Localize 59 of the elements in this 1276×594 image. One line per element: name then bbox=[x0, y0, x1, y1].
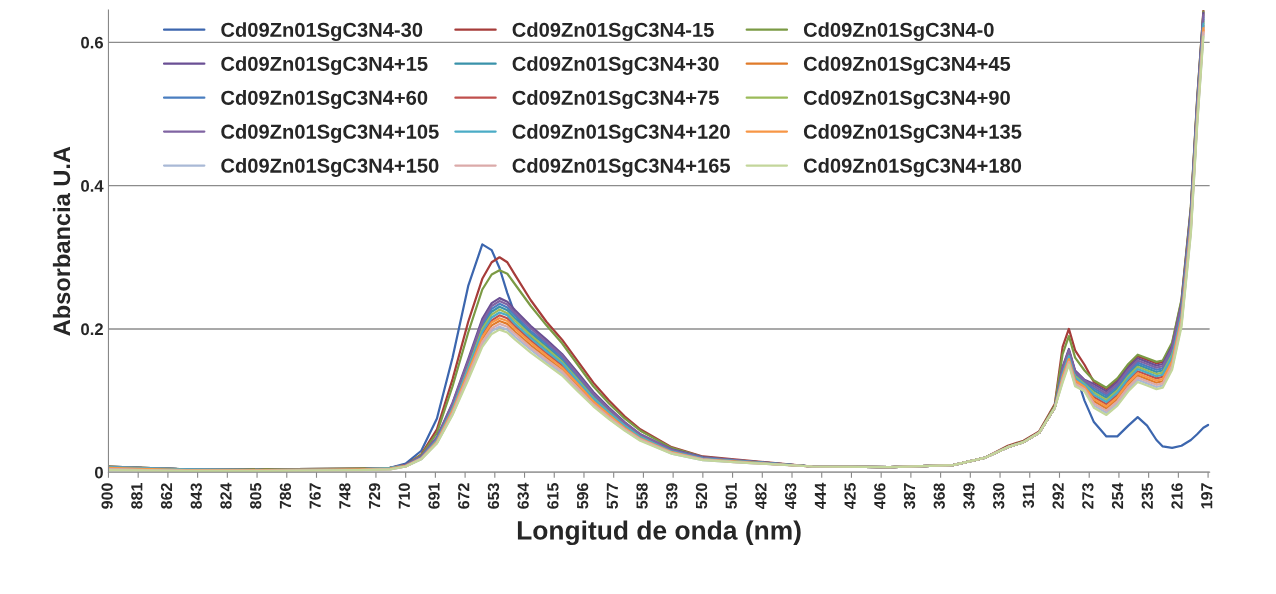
x-tick-label: 254 bbox=[1111, 482, 1124, 509]
y-tick-label: 0 bbox=[94, 466, 103, 479]
x-tick-label: 425 bbox=[844, 483, 856, 510]
legend-label: Cd09Zn01SgC3N4+120 bbox=[512, 124, 730, 143]
legend-label: Cd09Zn01SgC3N4+30 bbox=[512, 56, 719, 76]
legend-label: Cd09Zn01SgC3N4+60 bbox=[221, 90, 428, 109]
x-tick-label: 653 bbox=[487, 483, 500, 509]
y-axis-title: Absorbancia U.A bbox=[52, 146, 71, 336]
x-tick-label: 197 bbox=[1201, 483, 1213, 509]
legend-label: Cd09Zn01SgC3N4-15 bbox=[512, 22, 714, 42]
x-tick-label: 235 bbox=[1141, 483, 1153, 509]
x-tick-label: 273 bbox=[1082, 483, 1094, 509]
x-tick-label: 349 bbox=[963, 483, 975, 509]
legend-label: Cd09Zn01SgC3N4+75 bbox=[512, 90, 719, 109]
y-tick-label: 0.2 bbox=[81, 323, 103, 336]
x-tick-label: 482 bbox=[755, 483, 767, 510]
legend-label: Cd09Zn01SgC3N4+135 bbox=[803, 124, 1022, 143]
x-tick-label: 615 bbox=[547, 483, 559, 509]
x-tick-label: 539 bbox=[666, 483, 678, 509]
legend-label: Cd09Zn01SgC3N4+45 bbox=[803, 56, 1011, 76]
legend-label: Cd09Zn01SgC3N4-30 bbox=[221, 22, 423, 42]
x-tick-label: 311 bbox=[1022, 483, 1035, 509]
x-tick-label: 444 bbox=[814, 482, 826, 510]
legend-label: Cd09Zn01SgC3N4+165 bbox=[512, 158, 731, 177]
x-tick-label: 881 bbox=[131, 483, 143, 509]
x-tick-label: 368 bbox=[933, 483, 945, 509]
x-tick-label: 596 bbox=[576, 483, 589, 509]
x-tick-label: 862 bbox=[160, 483, 173, 509]
x-tick-label: 520 bbox=[695, 483, 708, 509]
y-tick-label: 0.6 bbox=[81, 36, 103, 49]
x-tick-label: 748 bbox=[339, 483, 351, 509]
x-tick-label: 729 bbox=[368, 483, 381, 509]
x-tick-label: 843 bbox=[190, 483, 202, 509]
x-tick-label: 710 bbox=[398, 483, 410, 509]
x-tick-label: 406 bbox=[874, 483, 886, 510]
x-tick-label: 786 bbox=[279, 483, 292, 509]
x-tick-label: 387 bbox=[903, 483, 916, 509]
x-tick-label: 900 bbox=[101, 483, 113, 509]
x-tick-label: 634 bbox=[517, 482, 529, 509]
legend-label: Cd09Zn01SgC3N4+90 bbox=[803, 90, 1010, 109]
x-tick-label: 691 bbox=[428, 483, 440, 509]
x-axis-title: Longitud de onda (nm) bbox=[517, 520, 801, 546]
x-tick-label: 805 bbox=[250, 483, 262, 509]
x-tick-label: 558 bbox=[636, 483, 648, 509]
x-tick-label: 767 bbox=[309, 483, 321, 509]
x-tick-label: 501 bbox=[725, 483, 737, 509]
legend-label: Cd09Zn01SgC3N4+15 bbox=[221, 56, 428, 76]
x-tick-label: 463 bbox=[784, 483, 797, 510]
x-tick-label: 330 bbox=[993, 483, 1005, 509]
legend-label: Cd09Zn01SgC3N4+150 bbox=[221, 158, 439, 177]
legend-label: Cd09Zn01SgC3N4+180 bbox=[803, 158, 1022, 177]
x-tick-label: 577 bbox=[606, 483, 618, 509]
x-tick-label: 292 bbox=[1052, 483, 1064, 509]
legend-label: Cd09Zn01SgC3N4+105 bbox=[221, 124, 439, 143]
x-tick-label: 672 bbox=[458, 483, 470, 509]
x-tick-label: 824 bbox=[220, 482, 232, 509]
y-tick-label: 0.4 bbox=[81, 180, 104, 192]
legend-label: Cd09Zn01SgC3N4-0 bbox=[803, 22, 994, 42]
x-tick-label: 216 bbox=[1171, 483, 1183, 509]
